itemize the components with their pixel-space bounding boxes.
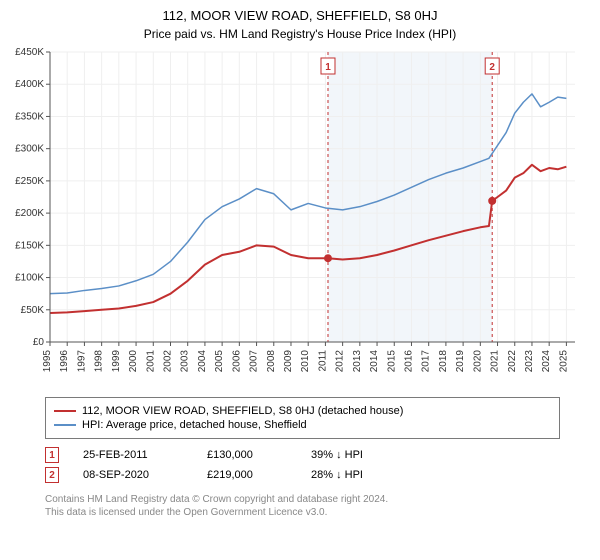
legend-swatch <box>54 424 76 426</box>
legend-box: 112, MOOR VIEW ROAD, SHEFFIELD, S8 0HJ (… <box>45 397 560 439</box>
svg-text:2018: 2018 <box>438 350 449 373</box>
svg-text:1995: 1995 <box>42 350 53 373</box>
svg-text:2022: 2022 <box>507 350 518 373</box>
transactions-table: 1 25-FEB-2011 £130,000 39% ↓ HPI 2 08-SEP-202… <box>45 445 560 485</box>
svg-text:2005: 2005 <box>214 350 225 373</box>
svg-text:£250K: £250K <box>15 176 44 187</box>
svg-text:£300K: £300K <box>15 144 44 155</box>
svg-text:£0: £0 <box>33 337 45 348</box>
svg-text:2011: 2011 <box>317 350 328 372</box>
legend-item: HPI: Average price, detached house, Shef… <box>54 418 551 432</box>
transaction-delta: 28% ↓ HPI <box>311 469 363 481</box>
legend-swatch <box>54 410 76 412</box>
svg-text:2017: 2017 <box>421 350 432 373</box>
svg-text:2008: 2008 <box>266 350 277 373</box>
svg-text:£150K: £150K <box>15 240 44 251</box>
chart-svg: 1 2 £0 £50K £100K £150K £200K £250K £300K £350K £4… <box>5 47 595 387</box>
footer-line-2: This data is licensed under the Open Gov… <box>45 506 560 519</box>
transaction-marker: 1 <box>45 447 59 463</box>
svg-text:1: 1 <box>325 62 331 73</box>
svg-text:1996: 1996 <box>59 350 70 373</box>
svg-text:2002: 2002 <box>162 350 173 373</box>
svg-text:2023: 2023 <box>524 350 535 373</box>
svg-text:2000: 2000 <box>128 350 139 373</box>
svg-text:2003: 2003 <box>180 350 191 373</box>
transaction-row: 1 25-FEB-2011 £130,000 39% ↓ HPI <box>45 445 560 465</box>
svg-text:2010: 2010 <box>300 350 311 373</box>
footer-line-1: Contains HM Land Registry data © Crown c… <box>45 493 560 506</box>
svg-text:£100K: £100K <box>15 273 44 284</box>
svg-text:£400K: £400K <box>15 79 44 90</box>
svg-text:2020: 2020 <box>472 350 483 373</box>
transaction-date: 08-SEP-2020 <box>83 469 183 481</box>
legend-label: 112, MOOR VIEW ROAD, SHEFFIELD, S8 0HJ (… <box>82 405 403 417</box>
chart-container: 112, MOOR VIEW ROAD, SHEFFIELD, S8 0HJ P… <box>0 0 600 519</box>
svg-text:2001: 2001 <box>145 350 156 373</box>
svg-text:2009: 2009 <box>283 350 294 373</box>
svg-text:£50K: £50K <box>21 305 45 316</box>
svg-text:1999: 1999 <box>111 350 122 373</box>
transaction-price: £219,000 <box>207 469 287 481</box>
svg-text:2024: 2024 <box>541 350 552 373</box>
svg-text:1998: 1998 <box>94 350 105 373</box>
svg-text:2007: 2007 <box>249 350 260 373</box>
svg-text:£450K: £450K <box>15 47 44 58</box>
svg-text:1997: 1997 <box>76 350 87 373</box>
svg-text:£350K: £350K <box>15 111 44 122</box>
svg-text:2012: 2012 <box>335 350 346 373</box>
svg-text:2015: 2015 <box>386 350 397 373</box>
transaction-price: £130,000 <box>207 449 287 461</box>
svg-text:2016: 2016 <box>403 350 414 373</box>
svg-text:2: 2 <box>489 62 495 73</box>
transaction-delta: 39% ↓ HPI <box>311 449 363 461</box>
chart-subtitle: Price paid vs. HM Land Registry's House … <box>0 23 600 47</box>
legend-item: 112, MOOR VIEW ROAD, SHEFFIELD, S8 0HJ (… <box>54 404 551 418</box>
svg-text:2021: 2021 <box>490 350 501 373</box>
svg-text:£200K: £200K <box>15 208 44 219</box>
svg-text:2025: 2025 <box>558 350 569 373</box>
transaction-marker: 2 <box>45 467 59 483</box>
svg-text:2019: 2019 <box>455 350 466 373</box>
transaction-row: 2 08-SEP-2020 £219,000 28% ↓ HPI <box>45 465 560 485</box>
svg-text:2013: 2013 <box>352 350 363 373</box>
plot-area: 1 2 £0 £50K £100K £150K £200K £250K £300K £350K £4… <box>5 47 595 387</box>
svg-text:2004: 2004 <box>197 350 208 373</box>
svg-text:2014: 2014 <box>369 350 380 373</box>
footer-attribution: Contains HM Land Registry data © Crown c… <box>45 493 560 519</box>
legend-label: HPI: Average price, detached house, Shef… <box>82 419 307 431</box>
transaction-date: 25-FEB-2011 <box>83 449 183 461</box>
svg-text:2006: 2006 <box>231 350 242 373</box>
chart-title: 112, MOOR VIEW ROAD, SHEFFIELD, S8 0HJ <box>0 0 600 23</box>
